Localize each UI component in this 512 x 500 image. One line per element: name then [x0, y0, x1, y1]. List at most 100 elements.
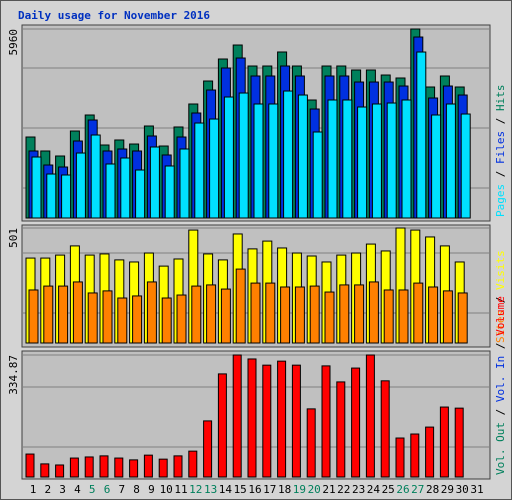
- legend-separator: /: [494, 290, 507, 310]
- bar: [351, 367, 361, 478]
- bar: [416, 51, 427, 219]
- bar: [43, 285, 54, 344]
- x-tick-label: 10: [160, 483, 173, 496]
- bar: [99, 455, 109, 478]
- x-tick-label: 29: [441, 483, 454, 496]
- bar: [206, 284, 217, 344]
- legend-entry: Vol. In: [494, 356, 507, 402]
- x-tick-label: 13: [204, 483, 217, 496]
- bar: [135, 169, 146, 219]
- bar: [398, 289, 409, 344]
- bar: [368, 281, 379, 344]
- legend: Vol. Out / Vol. In / Volume: [494, 296, 507, 475]
- bar: [339, 284, 350, 344]
- bar: [61, 174, 72, 219]
- bar: [413, 282, 424, 344]
- bar: [247, 358, 257, 478]
- bar: [223, 96, 234, 219]
- bar: [383, 289, 394, 344]
- bar: [357, 106, 368, 219]
- bar: [262, 364, 272, 478]
- bar: [146, 281, 157, 344]
- bar: [46, 173, 57, 219]
- bar: [209, 118, 220, 219]
- bar: [395, 437, 405, 478]
- bar: [294, 286, 305, 344]
- bar: [401, 99, 412, 219]
- bar: [442, 290, 453, 344]
- bar: [220, 288, 231, 344]
- bar: [445, 103, 456, 219]
- bar: [25, 453, 35, 478]
- bar: [235, 268, 246, 344]
- bar: [253, 103, 264, 219]
- x-tick-label: 14: [219, 483, 233, 496]
- legend: Sites / Visits: [494, 250, 507, 343]
- legend-entry: Visits: [494, 250, 507, 290]
- bar: [342, 99, 353, 219]
- bar: [365, 354, 375, 478]
- bar: [306, 408, 316, 478]
- bar: [250, 282, 261, 344]
- bar: [143, 454, 153, 478]
- x-tick-label: 12: [189, 483, 202, 496]
- bar: [69, 457, 79, 478]
- bar: [431, 114, 442, 219]
- bar: [425, 426, 435, 478]
- bar: [380, 380, 390, 478]
- bar: [217, 373, 227, 478]
- y-tick-label: 501: [7, 228, 20, 248]
- bar: [90, 134, 101, 219]
- legend-entry: Files: [494, 131, 507, 164]
- bar: [84, 456, 94, 478]
- x-tick-label: 30: [456, 483, 469, 496]
- legend-entry: Vol. Out: [494, 422, 507, 475]
- x-tick-label: 27: [411, 483, 424, 496]
- x-tick-label: 11: [174, 483, 187, 496]
- bar: [75, 152, 86, 219]
- bar: [268, 103, 279, 219]
- bar: [321, 365, 331, 478]
- bar: [149, 146, 160, 219]
- x-tick-label: 4: [74, 483, 81, 496]
- bar: [457, 292, 468, 344]
- bar: [58, 285, 69, 344]
- y-tick-label: 334.87: [7, 355, 20, 395]
- x-tick-label: 22: [337, 483, 350, 496]
- bar: [164, 165, 175, 219]
- bar: [297, 94, 308, 219]
- bar: [55, 464, 65, 478]
- x-tick-label: 26: [396, 483, 409, 496]
- bar: [161, 297, 172, 344]
- x-tick-label: 21: [322, 483, 335, 496]
- bar: [203, 420, 213, 478]
- y-tick-label: 5960: [7, 29, 20, 56]
- bar: [40, 463, 50, 478]
- bar: [410, 433, 420, 478]
- x-tick-label: 20: [308, 483, 321, 496]
- legend-separator: /: [494, 164, 507, 184]
- bar: [386, 102, 397, 219]
- x-tick-label: 3: [59, 483, 66, 496]
- x-tick-label: 28: [426, 483, 439, 496]
- x-tick-label: 25: [382, 483, 395, 496]
- legend-separator: /: [494, 111, 507, 131]
- x-tick-label: 8: [133, 483, 140, 496]
- bar: [158, 458, 168, 478]
- x-tick-label: 31: [470, 483, 483, 496]
- bar: [439, 406, 449, 478]
- x-tick-label: 15: [234, 483, 247, 496]
- legend-entry: Pages: [494, 184, 507, 217]
- x-tick-label: 7: [118, 483, 125, 496]
- legend-entry: Sites: [494, 310, 507, 343]
- x-tick-label: 2: [44, 483, 51, 496]
- bar: [179, 148, 190, 219]
- bar: [460, 113, 471, 219]
- bar: [176, 294, 187, 344]
- bar: [191, 285, 202, 344]
- bar: [132, 295, 143, 344]
- x-tick-label: 6: [104, 483, 111, 496]
- x-tick-label: 16: [248, 483, 261, 496]
- x-tick-label: 17: [263, 483, 276, 496]
